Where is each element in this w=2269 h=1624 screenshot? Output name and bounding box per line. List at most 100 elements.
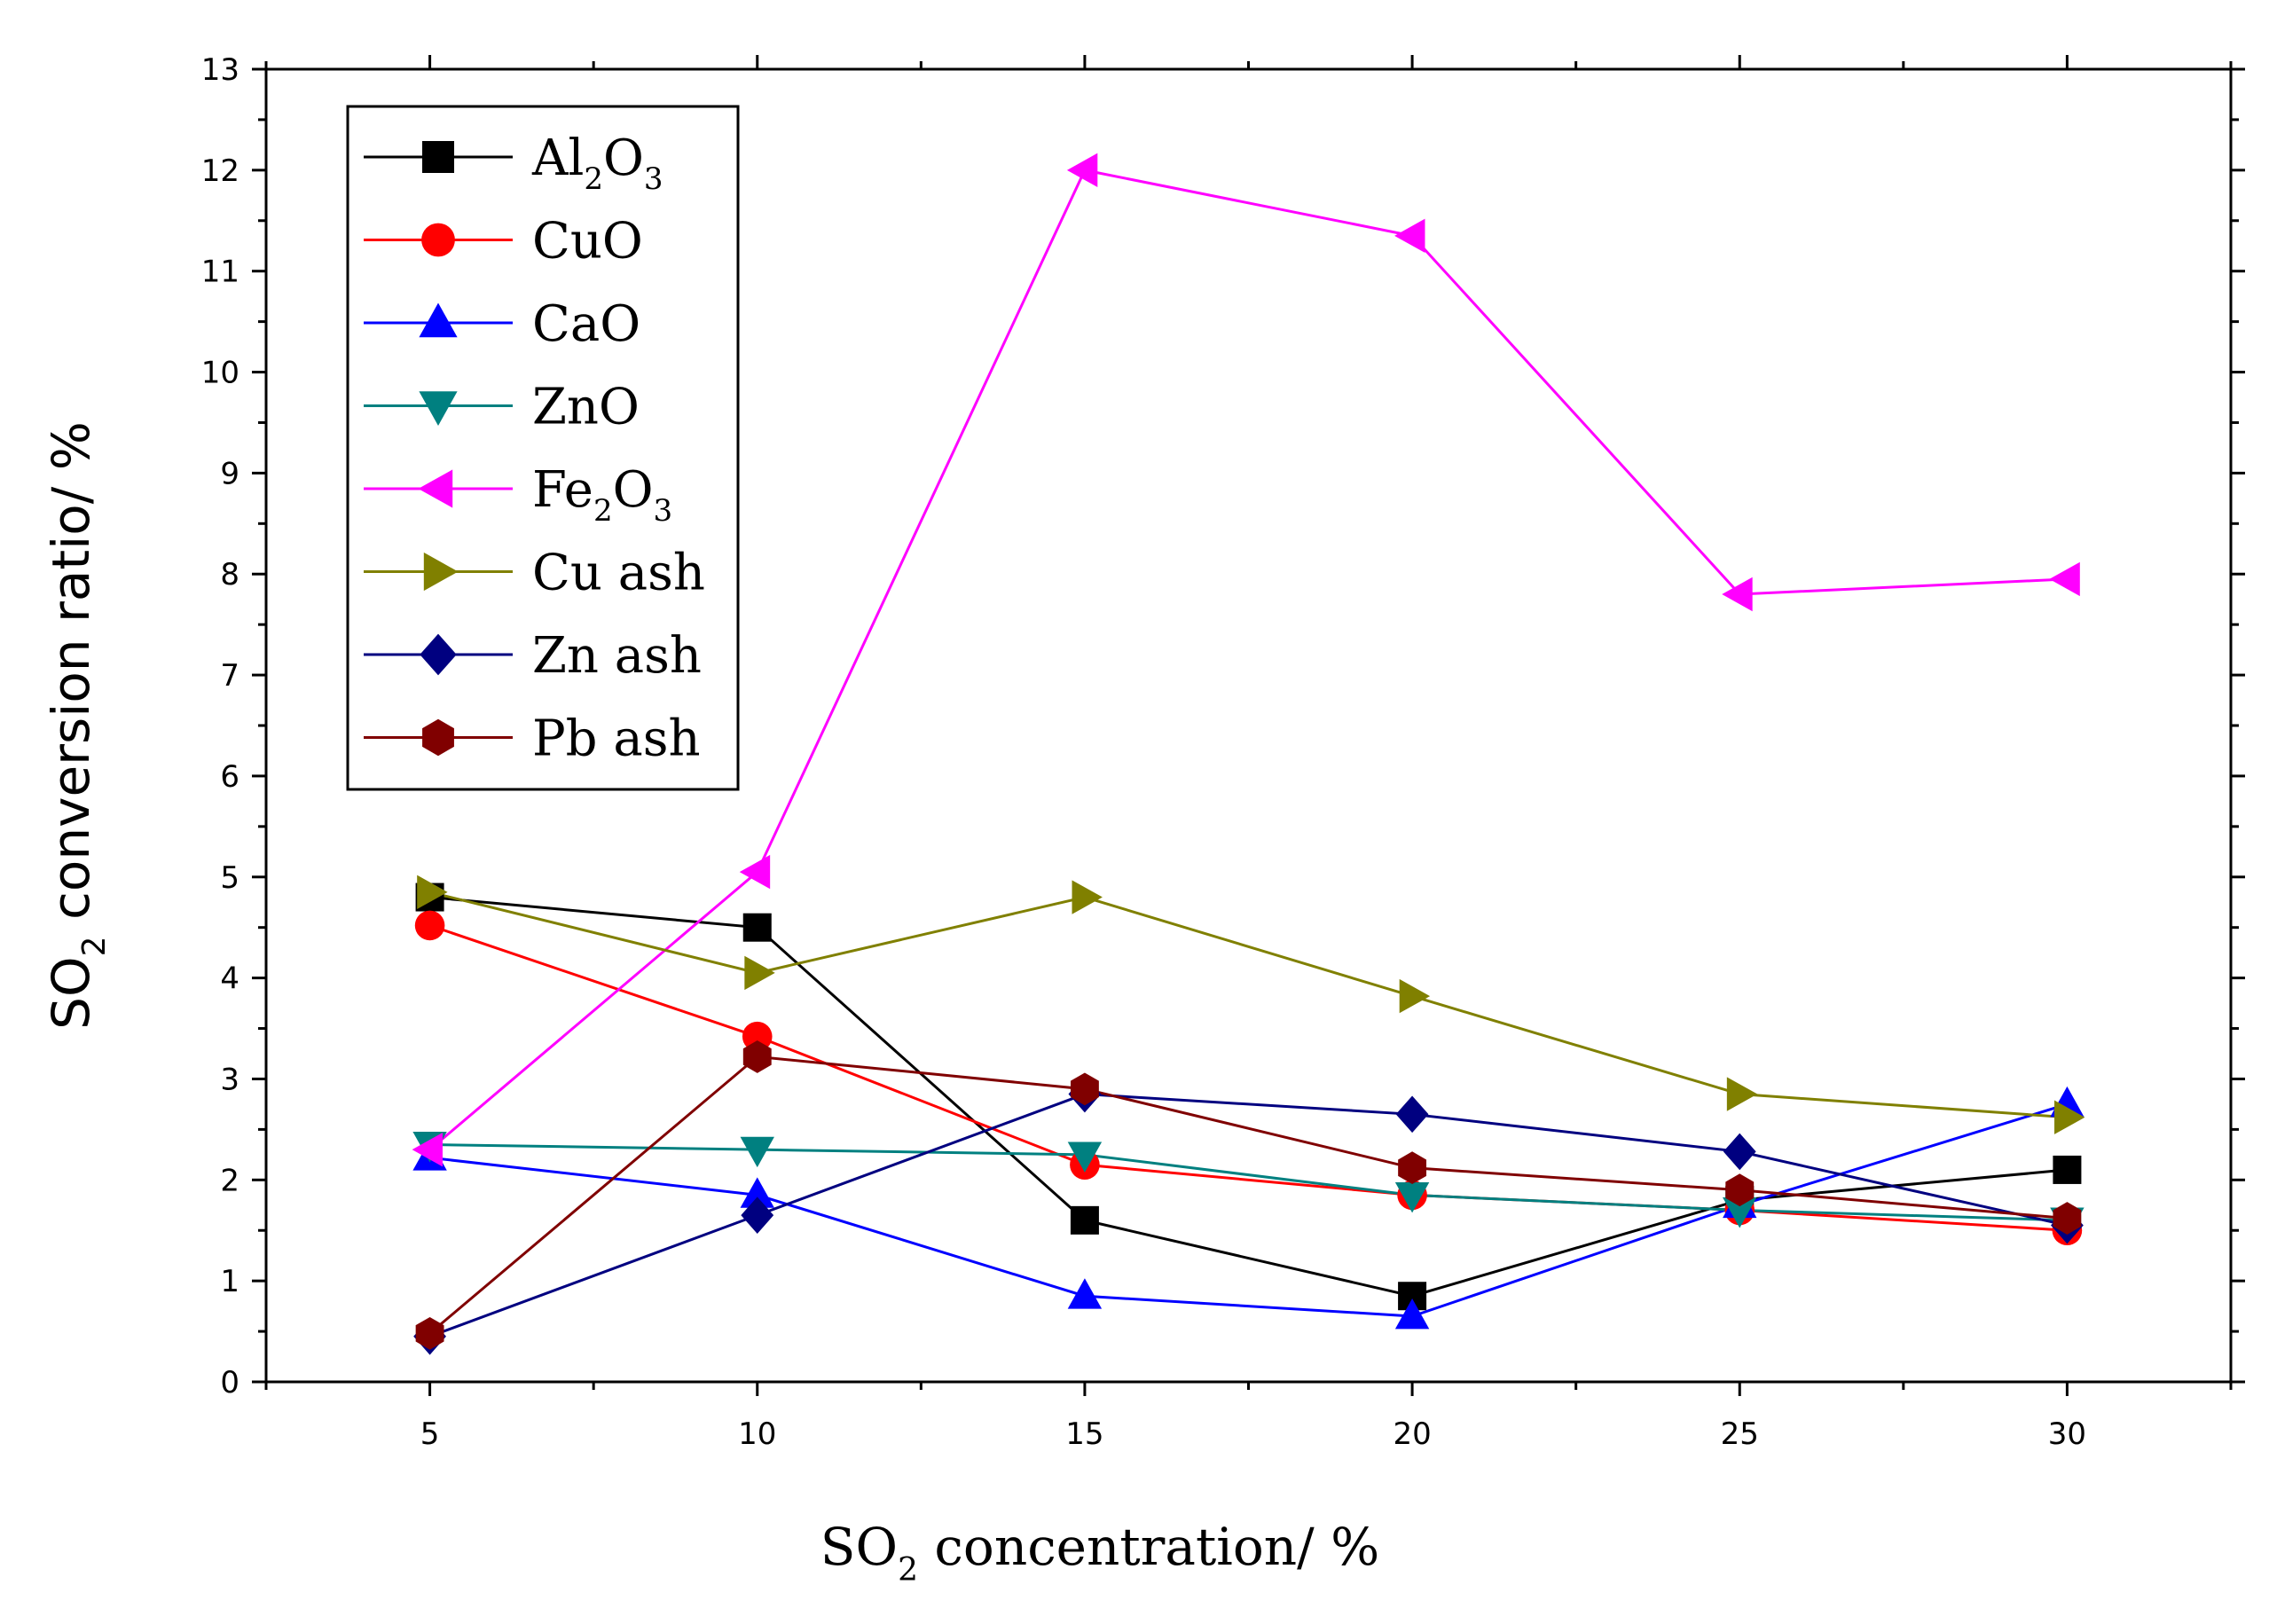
legend-label-part: Zn ash (532, 627, 702, 685)
data-point-fe2o3 (1722, 577, 1753, 612)
y-tick-label: 13 (201, 52, 239, 88)
data-point-fe2o3 (412, 1132, 443, 1167)
data-point-al2o3 (1070, 1205, 1099, 1235)
legend-marker-fe2o3 (418, 469, 453, 508)
series-line-fe2o3 (428, 169, 2068, 1151)
x-tick-label: 5 (420, 1416, 440, 1452)
y-tick-label: 8 (220, 557, 239, 592)
y-tick-label: 12 (201, 153, 239, 189)
x-tick-label: 20 (1393, 1416, 1431, 1452)
data-point-cuash (1072, 880, 1103, 914)
data-point-cao (740, 1177, 774, 1208)
data-point-cuo (742, 1021, 773, 1052)
data-point-zno (1394, 1181, 1430, 1213)
y-tick-label: 5 (220, 860, 239, 896)
legend-label-part: Al (531, 129, 584, 187)
x-axis-label: SO2 concentration/ % (820, 1517, 1379, 1589)
y-tick-label: 7 (220, 658, 239, 694)
y-axis-label-main: SO (41, 956, 101, 1029)
data-point-cuash (2054, 1100, 2085, 1134)
legend-marker-cuo (421, 223, 455, 257)
data-point-fe2o3 (2049, 561, 2080, 597)
y-tick-label: 1 (220, 1264, 239, 1299)
y-tick-label: 2 (220, 1163, 239, 1198)
y-tick-label: 6 (220, 759, 239, 795)
legend-marker-pbash (422, 718, 454, 757)
legend-label-zno: ZnO (532, 379, 640, 436)
legend-marker-cuash (423, 552, 459, 592)
y-tick-label: 0 (220, 1365, 239, 1400)
x-tick-label: 10 (738, 1416, 776, 1452)
data-point-znash (1395, 1095, 1429, 1134)
data-point-cao (1067, 1278, 1103, 1309)
legend-label-al2o3: Al2O3 (531, 129, 663, 197)
data-point-cuash (1726, 1077, 1758, 1111)
x-tick-label: 25 (1721, 1416, 1759, 1452)
y-tick-label: 11 (201, 255, 239, 290)
data-point-pbash (742, 1040, 772, 1073)
legend-label-cao: CaO (532, 295, 640, 353)
data-point-pbash (415, 1316, 444, 1350)
data-point-znash (741, 1196, 774, 1234)
legend-marker-cao (419, 302, 458, 338)
y-axis-label-rest: conversion ratio/ % (41, 421, 101, 936)
x-axis-label-sub: 2 (898, 1552, 918, 1589)
y-axis-label: SO2 conversion ratio/ % (41, 421, 113, 1030)
legend-label-part: O (603, 129, 644, 187)
series-line-zno (429, 1142, 2068, 1222)
series-line-znash (429, 1093, 2068, 1338)
data-point-pbash (2053, 1202, 2082, 1235)
data-point-cao (1394, 1298, 1430, 1330)
data-point-pbash (1070, 1072, 1099, 1106)
legend-marker-al2o3 (422, 141, 454, 173)
y-tick-label: 10 (201, 356, 239, 391)
legend-box (346, 105, 740, 791)
legend-label-part: Pb ash (532, 710, 701, 768)
series-lines (428, 169, 2068, 1338)
x-tick-label: 30 (2048, 1416, 2086, 1452)
legend-label-pbash: Pb ash (532, 710, 701, 768)
legend-label-part: Fe (532, 461, 593, 519)
legend-label-part: CaO (532, 295, 640, 353)
legend-label-znash: Zn ash (532, 627, 702, 685)
data-point-pbash (1725, 1173, 1755, 1207)
legend-label-part: O (613, 461, 654, 519)
y-tick-label: 4 (220, 961, 239, 997)
legend-marker-znash (420, 633, 457, 676)
y-tick-label: 3 (220, 1062, 239, 1097)
data-point-cuash (744, 955, 775, 991)
data-point-pbash (1398, 1151, 1427, 1185)
data-point-znash (1723, 1133, 1756, 1171)
legend-label-cuash: Cu ash (532, 545, 705, 602)
data-point-cuash (1399, 978, 1431, 1014)
x-axis-label-main: SO (820, 1517, 898, 1577)
y-axis-label-sub: 2 (76, 936, 113, 956)
series-line-cao (429, 1102, 2068, 1318)
data-point-zno (740, 1136, 774, 1168)
data-point-al2o3 (742, 913, 772, 942)
legend-label-part: Cu ash (532, 545, 705, 602)
data-point-zno (1723, 1197, 1757, 1228)
legend-marker-zno (419, 391, 458, 426)
x-axis-label-rest: concentration/ % (918, 1517, 1379, 1577)
series-line-pbash (428, 1055, 2068, 1335)
data-point-fe2o3 (739, 854, 771, 890)
x-tick-label: 15 (1065, 1416, 1103, 1452)
legend-label-part: 2 (584, 161, 603, 197)
data-point-fe2o3 (1066, 153, 1098, 188)
legend-label-part: ZnO (532, 379, 640, 436)
legend-label-cuo: CuO (532, 213, 643, 271)
series-line-al2o3 (429, 896, 2068, 1298)
data-point-al2o3 (2053, 1155, 2082, 1184)
series-markers (412, 153, 2085, 1355)
data-point-cuash (417, 875, 448, 910)
legend-label-part: 3 (644, 161, 663, 197)
series-line-cuash (429, 890, 2068, 1119)
data-point-fe2o3 (1394, 218, 1425, 254)
legend-label-part: 3 (654, 493, 673, 529)
legend-label-part: CuO (532, 213, 643, 271)
legend-label-fe2o3: Fe2O3 (532, 461, 672, 529)
